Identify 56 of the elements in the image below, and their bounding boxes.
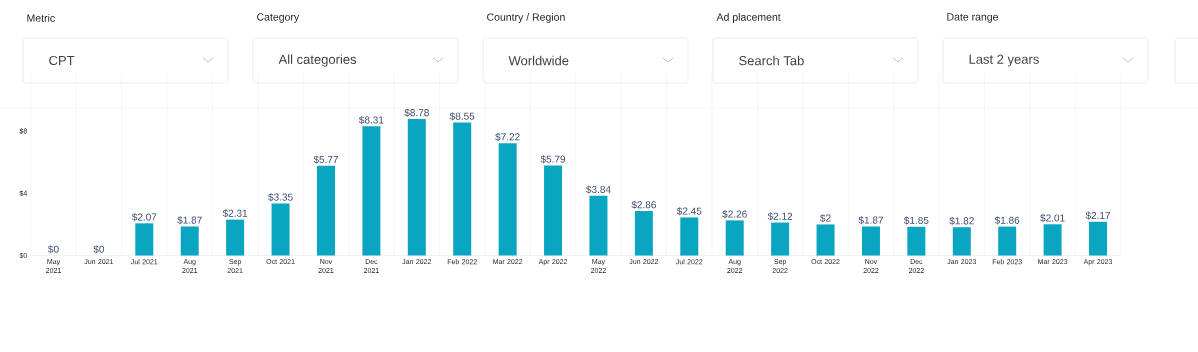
data-label: $5.79 <box>540 155 566 164</box>
data-label: $0 <box>93 245 105 254</box>
data-label: $2.17 <box>1085 211 1111 220</box>
data-label: $8.31 <box>358 115 384 125</box>
bar <box>498 143 517 256</box>
bar <box>952 227 971 256</box>
bar <box>1089 221 1108 256</box>
data-label: $1.87 <box>858 216 883 225</box>
data-label: $0 <box>48 245 59 254</box>
bar <box>998 226 1017 256</box>
bar <box>453 122 472 256</box>
bar <box>407 118 426 256</box>
bar <box>180 226 199 256</box>
data-label: $2 <box>820 214 831 223</box>
bar <box>362 126 381 256</box>
text: Last 2 years <box>969 54 1039 67</box>
text: Worldwide <box>508 55 569 66</box>
data-label: $2.12 <box>767 212 793 221</box>
bar <box>589 195 608 256</box>
data-label: $1.87 <box>177 216 202 225</box>
text: Country / Region <box>487 13 565 23</box>
bar <box>226 219 245 256</box>
text: CPT <box>49 55 75 66</box>
bar <box>544 165 563 256</box>
text: All categories <box>278 54 357 67</box>
data-label: $2.07 <box>131 213 157 222</box>
text: Date range <box>947 13 998 23</box>
data-label: $5.77 <box>313 155 338 164</box>
data-label: $1.82 <box>949 216 974 226</box>
data-label: $7.22 <box>495 132 520 142</box>
data-label: $8.55 <box>449 112 475 121</box>
bar <box>1043 224 1062 256</box>
text: Search Tab <box>739 55 804 66</box>
data-label: $2.26 <box>722 210 747 219</box>
bar <box>680 217 699 256</box>
data-label: $2.31 <box>222 209 248 218</box>
data-label: $2.01 <box>1040 213 1065 223</box>
data-label: $1.85 <box>903 216 929 225</box>
bar <box>634 211 653 256</box>
bar <box>771 222 790 256</box>
text: Metric <box>27 14 55 22</box>
data-label: $2.45 <box>676 207 702 216</box>
data-label: $3.84 <box>586 185 611 194</box>
data-label: $2.86 <box>631 200 656 209</box>
data-label: $8.78 <box>404 108 429 117</box>
bar <box>861 226 880 256</box>
bar <box>271 203 290 256</box>
bar <box>907 226 926 256</box>
bar <box>316 165 335 256</box>
data-label: $1.86 <box>994 216 1020 225</box>
text: Category <box>257 13 300 23</box>
text: Ad placement <box>716 13 781 23</box>
bar <box>816 224 835 256</box>
data-label: $3.35 <box>268 193 293 202</box>
bar <box>135 223 154 256</box>
bar <box>725 220 744 256</box>
